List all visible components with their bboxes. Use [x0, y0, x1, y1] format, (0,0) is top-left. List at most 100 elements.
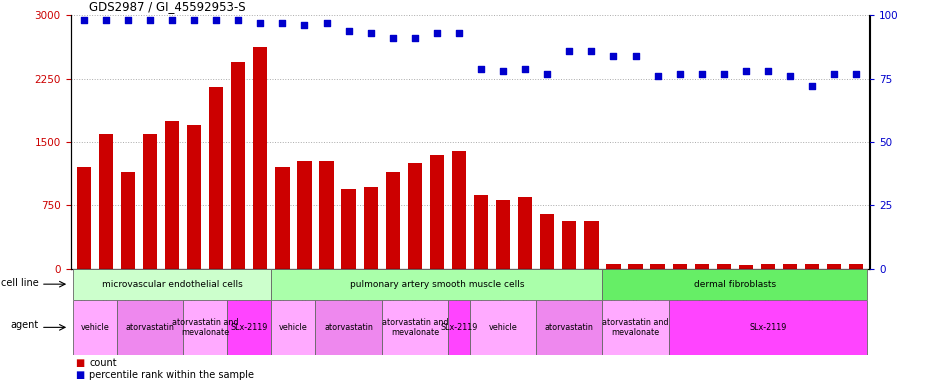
Bar: [672, 264, 687, 269]
Bar: [849, 264, 864, 269]
Point: [695, 71, 710, 77]
Text: dermal fibroblasts: dermal fibroblasts: [694, 280, 776, 289]
Bar: [385, 172, 400, 269]
Bar: [448, 300, 470, 355]
Bar: [227, 300, 272, 355]
Text: atorvastatin: atorvastatin: [324, 323, 373, 332]
Bar: [585, 221, 599, 269]
Point: [805, 83, 820, 89]
Point: [782, 73, 797, 79]
Bar: [783, 264, 797, 269]
Bar: [562, 222, 576, 269]
Bar: [408, 163, 422, 269]
Bar: [99, 134, 113, 269]
Bar: [72, 269, 272, 300]
Bar: [603, 269, 868, 300]
Point: [716, 71, 731, 77]
Point: [76, 17, 91, 23]
Bar: [628, 264, 643, 269]
Bar: [297, 161, 312, 269]
Bar: [117, 300, 183, 355]
Bar: [341, 189, 355, 269]
Text: ■: ■: [75, 358, 85, 368]
Point: [518, 66, 533, 72]
Point: [495, 68, 510, 74]
Point: [363, 30, 378, 36]
Bar: [716, 264, 731, 269]
Bar: [827, 264, 841, 269]
Bar: [187, 125, 201, 269]
Text: microvascular endothelial cells: microvascular endothelial cells: [102, 280, 243, 289]
Bar: [382, 300, 448, 355]
Point: [253, 20, 268, 26]
Point: [99, 17, 114, 23]
Bar: [739, 265, 753, 269]
Bar: [536, 300, 603, 355]
Text: percentile rank within the sample: percentile rank within the sample: [89, 370, 255, 381]
Bar: [275, 167, 290, 269]
Point: [474, 66, 489, 72]
Point: [606, 53, 621, 59]
Bar: [695, 264, 709, 269]
Bar: [183, 300, 227, 355]
Text: GDS2987 / GI_45592953-S: GDS2987 / GI_45592953-S: [89, 0, 246, 13]
Bar: [496, 200, 510, 269]
Bar: [272, 300, 316, 355]
Text: agent: agent: [10, 319, 39, 329]
Text: atorvastatin: atorvastatin: [126, 323, 175, 332]
Bar: [805, 264, 820, 269]
Bar: [430, 155, 444, 269]
Point: [385, 35, 400, 41]
Point: [143, 17, 158, 23]
Point: [186, 17, 201, 23]
Bar: [316, 300, 382, 355]
Text: vehicle: vehicle: [81, 323, 109, 332]
Point: [826, 71, 841, 77]
Point: [650, 73, 666, 79]
Point: [230, 17, 245, 23]
Point: [584, 48, 599, 54]
Text: vehicle: vehicle: [489, 323, 518, 332]
Bar: [364, 187, 378, 269]
Bar: [76, 167, 91, 269]
Bar: [231, 62, 245, 269]
Bar: [603, 300, 668, 355]
Bar: [452, 151, 466, 269]
Bar: [760, 264, 776, 269]
Text: pulmonary artery smooth muscle cells: pulmonary artery smooth muscle cells: [350, 280, 525, 289]
Text: atorvastatin and
mevalonate: atorvastatin and mevalonate: [172, 318, 239, 337]
Text: atorvastatin and
mevalonate: atorvastatin and mevalonate: [382, 318, 448, 337]
Point: [628, 53, 643, 59]
Bar: [650, 264, 665, 269]
Text: atorvastatin: atorvastatin: [545, 323, 594, 332]
Point: [164, 17, 180, 23]
Bar: [164, 121, 180, 269]
Point: [562, 48, 577, 54]
Bar: [120, 172, 135, 269]
Text: SLx-2119: SLx-2119: [440, 323, 478, 332]
Text: count: count: [89, 358, 117, 368]
Point: [120, 17, 135, 23]
Point: [430, 30, 445, 36]
Bar: [606, 264, 620, 269]
Bar: [668, 300, 868, 355]
Bar: [518, 197, 532, 269]
Text: cell line: cell line: [1, 278, 39, 288]
Text: atorvastatin and
mevalonate: atorvastatin and mevalonate: [603, 318, 668, 337]
Point: [849, 71, 864, 77]
Point: [672, 71, 687, 77]
Point: [319, 20, 334, 26]
Bar: [474, 195, 488, 269]
Point: [760, 68, 776, 74]
Bar: [209, 87, 224, 269]
Point: [341, 28, 356, 34]
Point: [274, 20, 290, 26]
Point: [297, 22, 312, 28]
Point: [407, 35, 422, 41]
Text: SLx-2119: SLx-2119: [230, 323, 268, 332]
Text: vehicle: vehicle: [279, 323, 307, 332]
Bar: [320, 161, 334, 269]
Point: [739, 68, 754, 74]
Point: [540, 71, 555, 77]
Bar: [253, 48, 268, 269]
